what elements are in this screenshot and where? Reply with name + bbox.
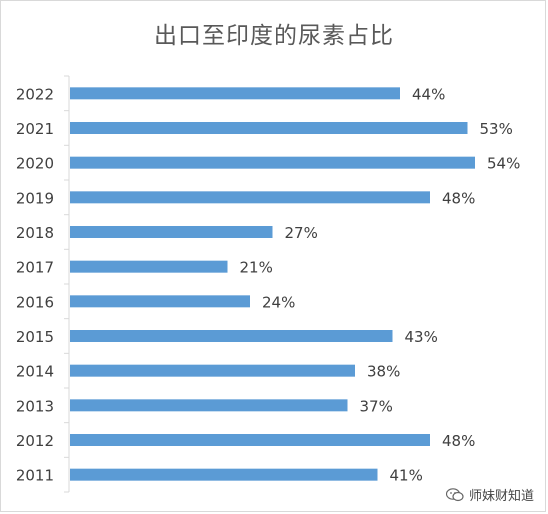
y-tick-label: 2022	[16, 85, 54, 103]
y-tick-label: 2013	[16, 397, 54, 415]
bar	[70, 87, 400, 100]
bar	[70, 260, 228, 273]
data-label: 48%	[442, 189, 475, 207]
data-label: 48%	[442, 432, 475, 450]
y-tick-label: 2014	[16, 363, 54, 381]
bar	[70, 156, 475, 169]
y-tick-label: 2021	[16, 120, 54, 138]
data-label: 37%	[360, 397, 393, 415]
y-tick-label: 2015	[16, 328, 54, 346]
watermark-text: 师妹财知道	[468, 489, 534, 504]
data-label: 21%	[240, 259, 273, 277]
watermark: 师妹财知道	[445, 485, 534, 504]
y-tick-label: 2011	[16, 467, 54, 485]
bar	[70, 191, 430, 204]
bar	[70, 399, 348, 412]
y-tick-label: 2017	[16, 259, 54, 277]
data-label: 38%	[367, 363, 400, 381]
bar	[70, 122, 468, 134]
chart-title: 出口至印度的尿素占比	[154, 23, 394, 49]
y-tick-label: 2016	[16, 293, 54, 311]
data-label: 27%	[285, 224, 318, 242]
bar	[70, 226, 273, 238]
y-tick-label: 2012	[16, 432, 54, 450]
data-label: 24%	[262, 293, 295, 311]
wechat-icon	[445, 487, 464, 501]
bar	[70, 295, 250, 308]
bar	[70, 330, 393, 342]
bar	[70, 468, 378, 481]
y-tick-label: 2020	[16, 155, 54, 173]
data-label: 53%	[480, 120, 513, 138]
y-tick-label: 2019	[16, 189, 54, 207]
data-label: 54%	[487, 155, 520, 173]
bar	[70, 364, 355, 377]
data-label: 41%	[390, 467, 423, 485]
data-label: 43%	[405, 328, 438, 346]
data-label: 44%	[412, 85, 445, 103]
y-tick-label: 2018	[16, 224, 54, 242]
bar	[70, 434, 430, 446]
